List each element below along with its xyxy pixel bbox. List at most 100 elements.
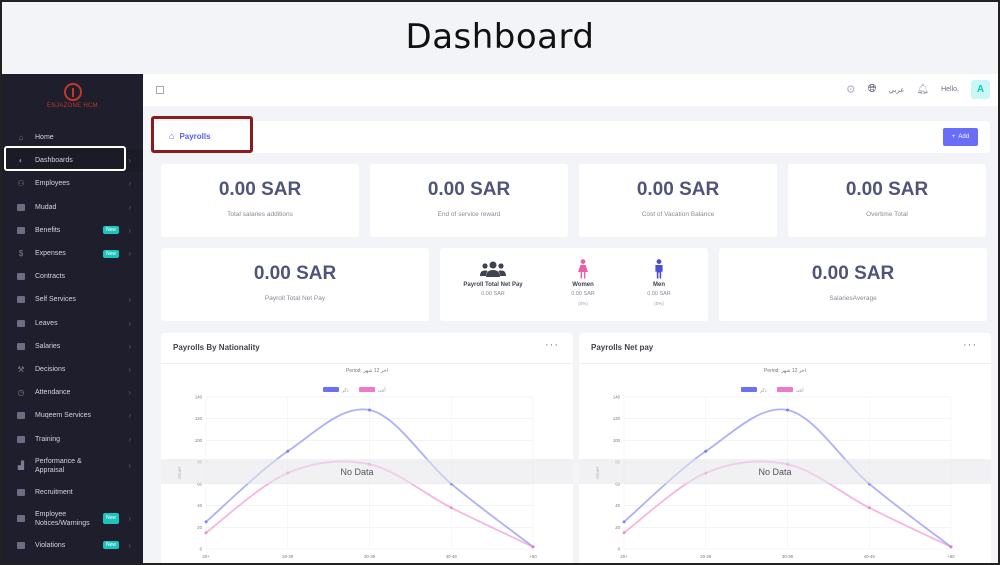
- sidebar-item-benefits[interactable]: Benefits New ›: [2, 219, 143, 242]
- sidebar-item-attendance[interactable]: ◷ Attendance ›: [2, 381, 143, 404]
- sidebar-item-home[interactable]: ⌂ Home: [2, 126, 143, 149]
- stat-card-end-of-service: 0.00 SAR End of service reward: [370, 164, 568, 237]
- y-tick-label: 100: [195, 438, 203, 443]
- breadcrumb[interactable]: ⌂ Payrolls: [169, 131, 211, 141]
- male-icon: [624, 258, 694, 280]
- stat-value: 0.00 SAR: [647, 291, 671, 297]
- calendar-icon: [16, 319, 26, 328]
- x-tick-label: +50: [947, 554, 955, 559]
- payrolls-highlight: [151, 116, 253, 153]
- data-point: [704, 449, 708, 453]
- no-data-label: No Data: [758, 467, 791, 477]
- stat-card-total-net-pay: 0.00 SAR Payroll Total Net Pay: [161, 248, 429, 321]
- y-tick-label: 0: [618, 547, 621, 552]
- sidebar: ENJAZONE HCM ⌂ Home ◐ Dashboards › ⚇ Employees…: [2, 74, 143, 565]
- stat-value: 0.00 SAR: [845, 179, 929, 200]
- x-tick-label: 40-49: [446, 554, 458, 559]
- sidebar-item-employees[interactable]: ⚇ Employees ›: [2, 172, 143, 195]
- y-tick-label: 120: [613, 416, 621, 421]
- sidebar-item-salaries[interactable]: Salaries ›: [2, 335, 143, 358]
- stat-card-overtime: 0.00 SAR Overtime Total: [788, 164, 986, 237]
- stat-title: Men: [653, 282, 665, 288]
- logo-icon: [63, 83, 82, 101]
- sidebar-item-label: Benefits: [35, 226, 61, 234]
- document-icon: [16, 226, 26, 235]
- top-bar: ⚙ 🌐︎ عربي 🔔︎ Hello, A: [143, 74, 998, 106]
- sidebar-item-leaves[interactable]: Leaves ›: [2, 312, 143, 335]
- more-options-icon[interactable]: ···: [545, 339, 559, 351]
- women-stat: Women 0.00 SAR (0%): [548, 258, 618, 306]
- chevron-right-icon: ›: [128, 388, 131, 398]
- chart-card-net-pay: Payrolls Net pay ··· Period: اخر 12 شهر ذ…: [579, 333, 991, 565]
- stat-value: 0.00 SAR: [811, 263, 895, 284]
- sidebar-item-label: Recruitment: [35, 488, 73, 496]
- stat-label: Overtime Total: [866, 211, 908, 218]
- more-options-icon[interactable]: ···: [963, 339, 977, 351]
- new-badge: New: [102, 249, 119, 258]
- dashboards-highlight: [4, 146, 126, 171]
- x-tick-label: 20-29: [700, 554, 712, 559]
- chart-icon: ▟: [17, 461, 25, 471]
- language-toggle[interactable]: عربي: [888, 86, 905, 94]
- wallet-icon: [16, 342, 26, 351]
- data-point: [949, 545, 953, 549]
- new-badge: New: [102, 513, 119, 525]
- sidebar-item-label: Attendance: [35, 389, 71, 397]
- sidebar-item-expenses[interactable]: $ Expenses New ›: [2, 242, 143, 265]
- sidebar-item-dashboards[interactable]: ◐ Dashboards ›: [2, 149, 143, 173]
- sidebar-item-label: Contracts: [35, 273, 65, 281]
- data-point: [622, 531, 626, 535]
- users-icon: ⚇: [17, 179, 25, 189]
- add-button[interactable]: + Add: [943, 128, 978, 146]
- sidebar-item-memos[interactable]: Memos›: [2, 557, 143, 565]
- x-tick-label: 20-29: [282, 554, 294, 559]
- sidebar-item-decisions[interactable]: ⚒ Decisions ›: [2, 358, 143, 381]
- legend-swatch: [777, 387, 793, 392]
- y-tick-label: 0: [200, 547, 203, 552]
- laptop-icon: [16, 203, 26, 212]
- bell-icon[interactable]: 🔔︎: [916, 84, 930, 95]
- stat-value: 0.00 SAR: [636, 179, 720, 200]
- sidebar-item-violations[interactable]: Violations New ›: [2, 534, 143, 557]
- y-tick-label: 20: [197, 525, 202, 530]
- sidebar-item-performance-appraisal[interactable]: ▟ Performance & Appraisal ›: [2, 451, 143, 481]
- group-icon: [448, 258, 538, 280]
- data-point: [531, 545, 535, 549]
- globe-icon[interactable]: 🌐︎: [867, 83, 877, 95]
- x-tick-label: 20+: [620, 554, 628, 559]
- subheader: ⌂ Payrolls + Add: [152, 121, 990, 153]
- chevron-right-icon: ›: [128, 295, 131, 305]
- broken-image-icon: [156, 86, 164, 94]
- sidebar-item-contracts[interactable]: Contracts: [2, 265, 143, 288]
- data-point: [786, 408, 789, 412]
- chevron-right-icon: ›: [128, 225, 131, 235]
- sidebar-item-label: Leaves: [35, 319, 58, 327]
- stat-value: 0.00 SAR: [571, 291, 595, 297]
- chevron-right-icon: ›: [128, 318, 131, 328]
- stat-value: 0.00 SAR: [218, 179, 302, 200]
- sidebar-item-employee-notices-warnings[interactable]: Employee Notices/Warnings New ›: [2, 504, 143, 534]
- add-button-label: Add: [958, 134, 970, 140]
- stat-label: SalariesAverage: [829, 295, 877, 302]
- chevron-right-icon: ›: [128, 179, 131, 189]
- sidebar-item-muqeem-services[interactable]: Muqeem Services ›: [2, 404, 143, 427]
- gear-icon[interactable]: ⚙: [845, 84, 856, 96]
- sidebar-item-training[interactable]: Training ›: [2, 427, 143, 450]
- chevron-right-icon: ›: [128, 202, 131, 212]
- sidebar-item-recruitment[interactable]: Recruitment: [2, 481, 143, 504]
- sidebar-item-label: Dashboards: [35, 157, 73, 165]
- stat-value: 0.00 SAR: [481, 291, 505, 297]
- chevron-right-icon: ›: [128, 341, 131, 351]
- app-logo[interactable]: ENJAZONE HCM: [2, 74, 143, 118]
- sidebar-item-mudad[interactable]: Mudad ›: [2, 196, 143, 219]
- chevron-right-icon: ›: [128, 434, 131, 444]
- sidebar-item-label: Employees: [35, 180, 70, 188]
- laptop-icon: [16, 295, 26, 304]
- data-point: [204, 520, 208, 524]
- no-data-band: [579, 459, 991, 484]
- men-stat: Men 0.00 SAR (0%): [624, 258, 694, 306]
- sidebar-item-self-services[interactable]: Self Services ›: [2, 288, 143, 311]
- avatar[interactable]: A: [971, 80, 990, 99]
- sidebar-nav: ⌂ Home ◐ Dashboards › ⚇ Employees › Mudad › Benefi…: [2, 126, 143, 565]
- chevron-right-icon: ›: [128, 411, 131, 421]
